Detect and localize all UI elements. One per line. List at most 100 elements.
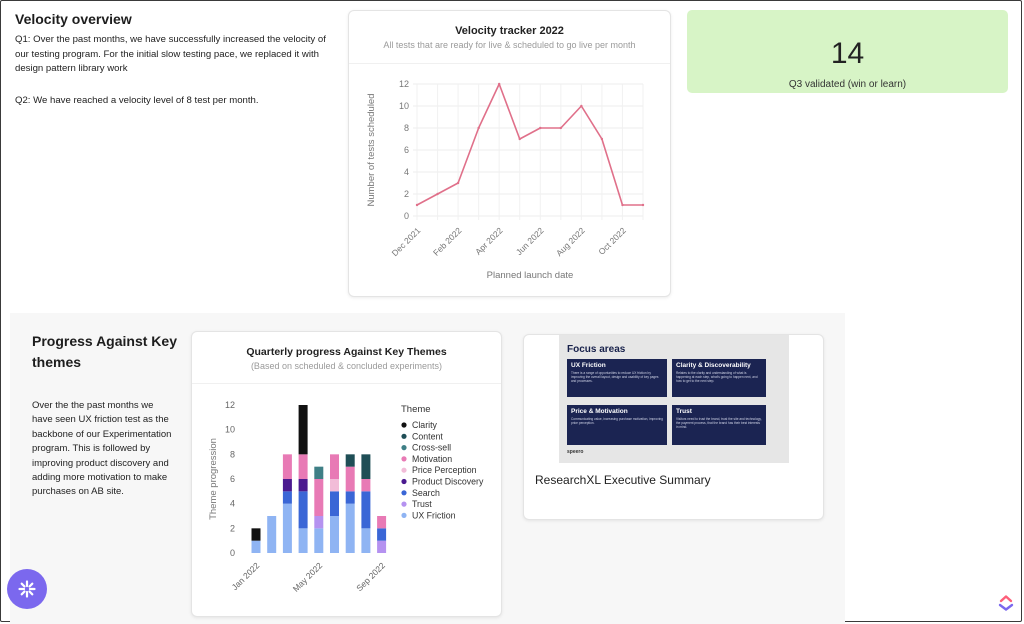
y-tick-label: 0: [230, 548, 235, 558]
bar-segment: [298, 479, 308, 492]
y-tick-label: 8: [404, 123, 409, 133]
tracker-divider: [349, 63, 670, 64]
y-tick-label: 8: [230, 449, 235, 459]
thumb-box-trust: Trust Visitors need to trust the brand, …: [672, 405, 766, 445]
q3-validated-kpi[interactable]: 14 Q3 validated (win or learn): [687, 10, 1008, 93]
bar-segment: [298, 454, 308, 479]
kpi-value: 14: [830, 37, 865, 70]
x-tick-label: Jan 2022: [230, 560, 262, 592]
velocity-q1-text: Q1: Over the past months, we have succes…: [15, 34, 326, 74]
quarterly-title: Quarterly progress Against Key Themes: [246, 346, 447, 358]
legend-marker: [401, 501, 407, 507]
data-point: [559, 126, 563, 130]
data-point: [580, 104, 583, 108]
velocity-line-chart: 0 2 4 6 8 10 12 Dec 2021 Feb 2022 Apr 2022 Jun 202…: [366, 79, 645, 281]
bar-segment: [314, 516, 324, 529]
velocity-title: Velocity overview: [15, 11, 132, 27]
bar-segment: [345, 491, 355, 504]
bar-segment: [282, 503, 292, 553]
quarterly-stacked-bar-chart: 0 2 4 6 8 10 12 Theme progression Jan 2022 May 20…: [208, 400, 484, 594]
bar-segment: [282, 491, 292, 504]
bar-segment: [377, 516, 387, 529]
legend-marker: [401, 445, 407, 451]
legend-marker: [401, 478, 407, 485]
data-point: [436, 192, 439, 196]
bar-segment: [330, 479, 339, 492]
researchxl-summary-card[interactable]: Focus areas UX Friction There is a range…: [523, 334, 824, 520]
series-line: [416, 83, 643, 206]
bar-segment: [361, 528, 371, 553]
quarterly-divider: [192, 383, 501, 384]
thumb-box-title: Price & Motivation: [571, 408, 628, 415]
tracker-subtitle: All tests that are ready for live & sche…: [383, 40, 636, 50]
thumb-box-title: UX Friction: [571, 362, 606, 369]
bar-segment: [345, 466, 355, 492]
legend-label: Content: [412, 431, 443, 441]
thumb-logo: speero: [567, 449, 584, 455]
thumb-box-text: There is a range of opportunities to red…: [571, 371, 659, 383]
bar-segment: [251, 528, 261, 541]
y-axis-label: Theme progression: [208, 438, 219, 520]
bar-segment: [314, 479, 324, 516]
legend-marker: [401, 456, 407, 462]
bar-segment: [361, 479, 371, 492]
legend-label: Price Perception: [412, 465, 477, 475]
bar-segment: [267, 516, 277, 553]
summary-thumbnail: Focus areas UX Friction There is a range…: [559, 335, 789, 463]
x-tick-label: Aug 2022: [554, 225, 587, 258]
progress-title: Progress Against Key themes: [32, 333, 177, 370]
legend-label: Search: [412, 488, 440, 498]
sparkle-fab-button[interactable]: [7, 569, 47, 609]
x-axis-label: Planned launch date: [487, 270, 574, 281]
data-point: [456, 181, 460, 185]
data-point: [641, 203, 645, 207]
thumb-box-text: Communicating value, increasing purchase…: [571, 417, 663, 425]
y-tick-label: 2: [404, 189, 409, 199]
data-point: [518, 137, 521, 141]
progress-text: Over the the past months we have seen UX…: [32, 400, 172, 498]
bar-segment: [282, 454, 292, 479]
bar-segment: [298, 405, 308, 455]
y-tick-label: 6: [230, 474, 235, 484]
sparkle-icon: [18, 580, 36, 598]
bar-segment: [330, 454, 339, 479]
data-point: [600, 137, 604, 141]
bar-segment: [361, 454, 371, 479]
x-tick-label: Dec 2021: [390, 225, 423, 258]
y-tick-label: 10: [399, 101, 409, 111]
bar-segment: [282, 479, 292, 492]
bar-segment: [314, 466, 324, 479]
clickup-logo-icon[interactable]: [996, 592, 1016, 612]
legend-label: Motivation: [412, 454, 452, 464]
thumb-box-text: Visitors need to trust the brand, trust …: [676, 417, 762, 429]
y-tick-label: 10: [225, 425, 235, 435]
x-tick-label: Oct 2022: [596, 225, 628, 257]
legend-label: Trust: [412, 499, 432, 509]
thumb-box-price-motivation: Price & Motivation Communicating value, …: [567, 405, 667, 445]
y-tick-label: 0: [404, 211, 409, 221]
summary-label: ResearchXL Executive Summary: [535, 473, 711, 487]
quarterly-subtitle: (Based on scheduled & concluded experime…: [250, 361, 443, 371]
legend-marker: [401, 512, 407, 518]
y-tick-label: 12: [225, 400, 235, 410]
bar-segment: [330, 516, 339, 553]
y-axis-label: Number of tests scheduled: [366, 93, 377, 206]
legend-label: Cross-sell: [412, 443, 451, 453]
legend-label: Clarity: [412, 420, 438, 430]
legend-marker: [401, 467, 407, 473]
bar-segment: [314, 528, 324, 553]
bar-segment: [377, 540, 387, 553]
kpi-label: Q3 validated (win or learn): [788, 79, 907, 90]
x-tick-label: Sep 2022: [354, 560, 387, 593]
thumb-title: Focus areas: [567, 344, 626, 355]
bar-segment: [298, 491, 308, 529]
data-point: [621, 203, 624, 207]
quarterly-progress-card[interactable]: Quarterly progress Against Key Themes (B…: [191, 331, 502, 617]
thumb-box-text: Relates to the clarity and understanding…: [676, 371, 758, 383]
bar-segment: [361, 491, 371, 529]
bar-segment: [251, 540, 261, 553]
bar-segment: [298, 528, 308, 553]
legend-title: Theme: [401, 404, 431, 415]
data-point: [477, 126, 480, 130]
velocity-tracker-card[interactable]: Velocity tracker 2022 All tests that are…: [348, 10, 671, 297]
